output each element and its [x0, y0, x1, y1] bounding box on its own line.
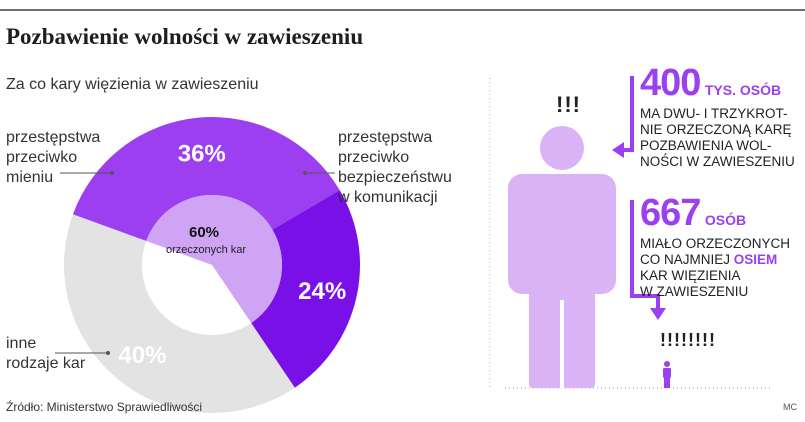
arrow-down-icon — [650, 308, 666, 320]
slice-komunikacja — [251, 190, 360, 388]
center-value-label: 60% — [189, 224, 219, 241]
unit-400: TYS. OSÓB — [704, 82, 782, 98]
arrow-left-icon — [612, 142, 624, 158]
bracket-400 — [622, 76, 634, 152]
label-mieniu: przestępstwa przeciwko mieniu — [6, 129, 101, 186]
info-text-667: MIAŁO ORZECZONYCH CO NAJMNIEJ OSIEM KAR … — [640, 236, 791, 299]
slice-value-label: 24% — [298, 278, 346, 305]
chart-subtitle: Za co kary więzienia w zawieszeniu — [6, 76, 259, 93]
donut-chart: 36% 24% 40% 60% orzeczonych kar — [63, 117, 360, 414]
slice-value-label: 40% — [118, 342, 166, 369]
info-block-667: 667 OSÓB — [640, 192, 746, 235]
slice-inne — [63, 214, 295, 414]
slice-mieniu — [72, 117, 340, 242]
label-inne: inne rodzaje kar — [6, 335, 86, 372]
bracket-667 — [630, 200, 660, 310]
chart-title: Pozbawienie wolności w zawieszeniu — [6, 24, 364, 49]
leader-dot — [303, 171, 307, 175]
inner-sector-rest — [142, 241, 252, 335]
person-figure-large — [508, 126, 616, 388]
info-block-400: 400 TYS. OSÓB — [640, 62, 781, 105]
unit-667: OSÓB — [704, 212, 747, 228]
exclamation-small-row: !!!!!!!! — [660, 330, 716, 350]
inner-sector-60 — [146, 195, 282, 324]
person-figure-small — [663, 361, 671, 388]
slice-value-label: 36% — [178, 140, 226, 167]
center-text-label: orzeczonych kar — [166, 244, 246, 256]
credit-note: MC — [783, 402, 797, 412]
label-komunikacja: przestępstwa przeciwko bezpieczeństwu w … — [338, 129, 452, 206]
top-rule — [0, 9, 805, 11]
source-note: Źródło: Ministerstwo Sprawiedliwości — [6, 400, 203, 414]
leader-dot — [106, 351, 110, 355]
leader-dot — [110, 171, 114, 175]
number-400: 400 — [640, 62, 701, 104]
number-667: 667 — [640, 192, 701, 234]
info-text-400: MA DWU- I TRZYKROT- NIE ORZECZONĄ KARĘ P… — [640, 106, 795, 169]
exclamation-large: !!! — [556, 92, 581, 117]
